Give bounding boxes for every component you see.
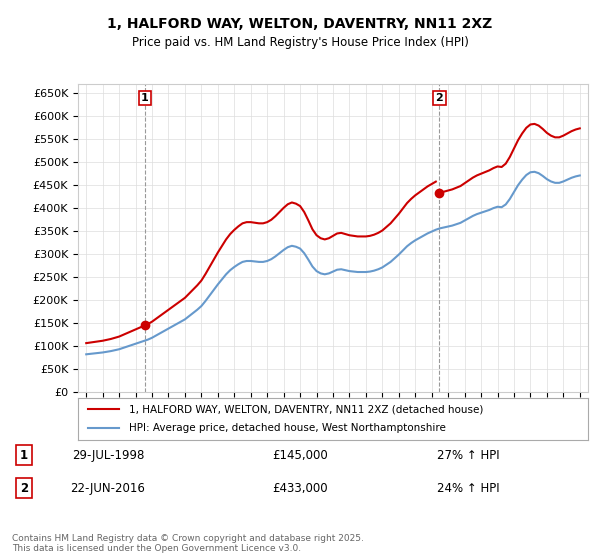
Text: 2: 2: [20, 482, 28, 494]
Text: 2: 2: [436, 93, 443, 103]
Text: 29-JUL-1998: 29-JUL-1998: [72, 449, 144, 462]
Text: 22-JUN-2016: 22-JUN-2016: [71, 482, 145, 494]
Text: 1: 1: [141, 93, 149, 103]
Text: 1, HALFORD WAY, WELTON, DAVENTRY, NN11 2XZ: 1, HALFORD WAY, WELTON, DAVENTRY, NN11 2…: [107, 17, 493, 31]
Text: 24% ↑ HPI: 24% ↑ HPI: [437, 482, 499, 494]
Text: Contains HM Land Registry data © Crown copyright and database right 2025.
This d: Contains HM Land Registry data © Crown c…: [12, 534, 364, 553]
Text: £145,000: £145,000: [272, 449, 328, 462]
Text: HPI: Average price, detached house, West Northamptonshire: HPI: Average price, detached house, West…: [129, 423, 446, 433]
Text: Price paid vs. HM Land Registry's House Price Index (HPI): Price paid vs. HM Land Registry's House …: [131, 36, 469, 49]
Text: 27% ↑ HPI: 27% ↑ HPI: [437, 449, 499, 462]
Text: 1, HALFORD WAY, WELTON, DAVENTRY, NN11 2XZ (detached house): 1, HALFORD WAY, WELTON, DAVENTRY, NN11 2…: [129, 404, 484, 414]
Text: £433,000: £433,000: [272, 482, 328, 494]
Text: 1: 1: [20, 449, 28, 462]
